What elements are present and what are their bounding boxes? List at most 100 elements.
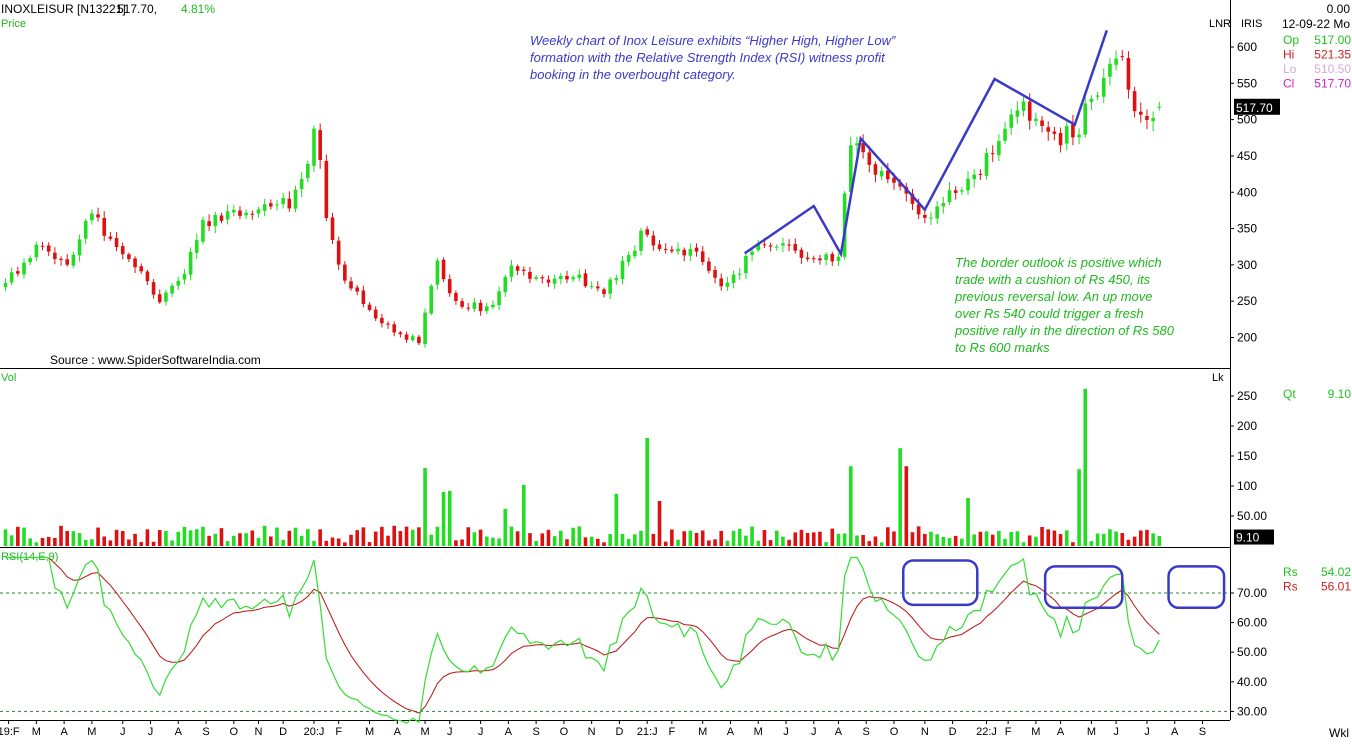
volume-bar[interactable] <box>40 537 45 546</box>
volume-bar[interactable] <box>990 534 995 546</box>
candle-body[interactable] <box>120 246 125 255</box>
volume-bar[interactable] <box>330 537 335 546</box>
volume-bar[interactable] <box>398 531 403 546</box>
candle-body[interactable] <box>639 230 643 251</box>
volume-bar[interactable] <box>392 525 397 546</box>
volume-bar[interactable] <box>244 533 248 546</box>
volume-bar[interactable] <box>90 539 94 546</box>
volume-bar[interactable] <box>269 536 273 546</box>
volume-bar[interactable] <box>380 526 384 546</box>
candle-body[interactable] <box>787 244 791 246</box>
volume-bar[interactable] <box>1157 535 1162 546</box>
candle-body[interactable] <box>269 203 273 207</box>
volume-bar[interactable] <box>657 501 662 546</box>
volume-bar[interactable] <box>1138 530 1143 546</box>
candle-body[interactable] <box>552 278 557 284</box>
candle-body[interactable] <box>559 275 563 280</box>
volume-bar[interactable] <box>231 535 236 546</box>
volume-bar[interactable] <box>59 525 63 546</box>
candle-body[interactable] <box>1071 124 1075 138</box>
candle-body[interactable] <box>182 273 187 280</box>
volume-bar[interactable] <box>145 529 150 546</box>
candle-body[interactable] <box>503 276 508 293</box>
candle-body[interactable] <box>318 130 322 160</box>
volume-bar[interactable] <box>454 540 458 546</box>
volume-bar[interactable] <box>355 530 359 546</box>
candle-body[interactable] <box>1052 131 1057 134</box>
candle-body[interactable] <box>231 209 236 213</box>
candle-body[interactable] <box>941 202 946 207</box>
candle-body[interactable] <box>65 259 69 265</box>
candle-body[interactable] <box>355 287 359 292</box>
volume-bar[interactable] <box>787 539 791 546</box>
candle-body[interactable] <box>336 240 341 265</box>
candle-body[interactable] <box>188 251 193 275</box>
volume-bar[interactable] <box>688 530 693 546</box>
volume-bar[interactable] <box>151 541 156 546</box>
candle-body[interactable] <box>127 254 131 259</box>
volume-bar[interactable] <box>602 542 606 546</box>
candle-body[interactable] <box>404 334 409 340</box>
candle-body[interactable] <box>534 277 538 279</box>
candle-body[interactable] <box>1058 133 1063 146</box>
candle-body[interactable] <box>281 198 285 205</box>
volume-bar[interactable] <box>176 531 181 546</box>
candle-body[interactable] <box>744 256 748 274</box>
volume-bar[interactable] <box>571 527 575 546</box>
candle-body[interactable] <box>1126 57 1131 90</box>
volume-bar[interactable] <box>1145 529 1149 546</box>
candle-body[interactable] <box>170 285 174 294</box>
candle-body[interactable] <box>509 265 514 277</box>
volume-bar[interactable] <box>207 535 211 546</box>
volume-bar[interactable] <box>46 536 51 546</box>
volume-bar[interactable] <box>1089 541 1094 546</box>
candle-body[interactable] <box>1095 95 1100 97</box>
candle-body[interactable] <box>9 272 14 283</box>
volume-bar[interactable] <box>793 532 798 546</box>
volume-bar[interactable] <box>713 539 717 546</box>
candle-body[interactable] <box>768 245 773 247</box>
candle-body[interactable] <box>676 248 680 252</box>
volume-bar[interactable] <box>139 542 144 546</box>
volume-bar[interactable] <box>441 492 446 546</box>
volume-bar[interactable] <box>935 534 939 546</box>
volume-bar[interactable] <box>1151 533 1155 546</box>
candle-body[interactable] <box>879 170 884 177</box>
candle-body[interactable] <box>756 243 761 251</box>
candle-body[interactable] <box>824 254 828 261</box>
volume-bar[interactable] <box>694 532 699 546</box>
volume-bar[interactable] <box>768 540 773 546</box>
candle-body[interactable] <box>16 271 20 274</box>
candle-body[interactable] <box>151 282 156 295</box>
volume-bar[interactable] <box>108 540 113 546</box>
volume-bar[interactable] <box>873 536 878 546</box>
volume-bar[interactable] <box>645 438 649 546</box>
candle-body[interactable] <box>657 244 662 249</box>
volume-bar[interactable] <box>349 534 353 546</box>
candle-body[interactable] <box>935 206 939 219</box>
volume-bar[interactable] <box>120 531 125 546</box>
volume-bar[interactable] <box>423 468 427 546</box>
volume-bar[interactable] <box>811 532 816 546</box>
volume-bar[interactable] <box>213 533 218 546</box>
candle-body[interactable] <box>194 240 199 253</box>
volume-bar[interactable] <box>750 526 754 546</box>
candle-body[interactable] <box>762 244 767 246</box>
volume-bar[interactable] <box>682 531 686 546</box>
candle-body[interactable] <box>713 270 717 278</box>
candle-body[interactable] <box>90 213 94 221</box>
volume-bar[interactable] <box>343 542 347 546</box>
volume-bar[interactable] <box>744 535 748 546</box>
volume-bar[interactable] <box>466 527 471 546</box>
volume-bar[interactable] <box>114 529 119 546</box>
candle-body[interactable] <box>781 243 785 246</box>
volume-bar[interactable] <box>336 538 341 546</box>
candle-body[interactable] <box>608 279 612 294</box>
volume-bar[interactable] <box>1077 469 1081 546</box>
candle-body[interactable] <box>22 262 26 275</box>
volume-bar[interactable] <box>774 530 779 546</box>
candle-body[interactable] <box>793 244 798 251</box>
volume-bar[interactable] <box>676 539 680 546</box>
candle-body[interactable] <box>1064 125 1069 144</box>
